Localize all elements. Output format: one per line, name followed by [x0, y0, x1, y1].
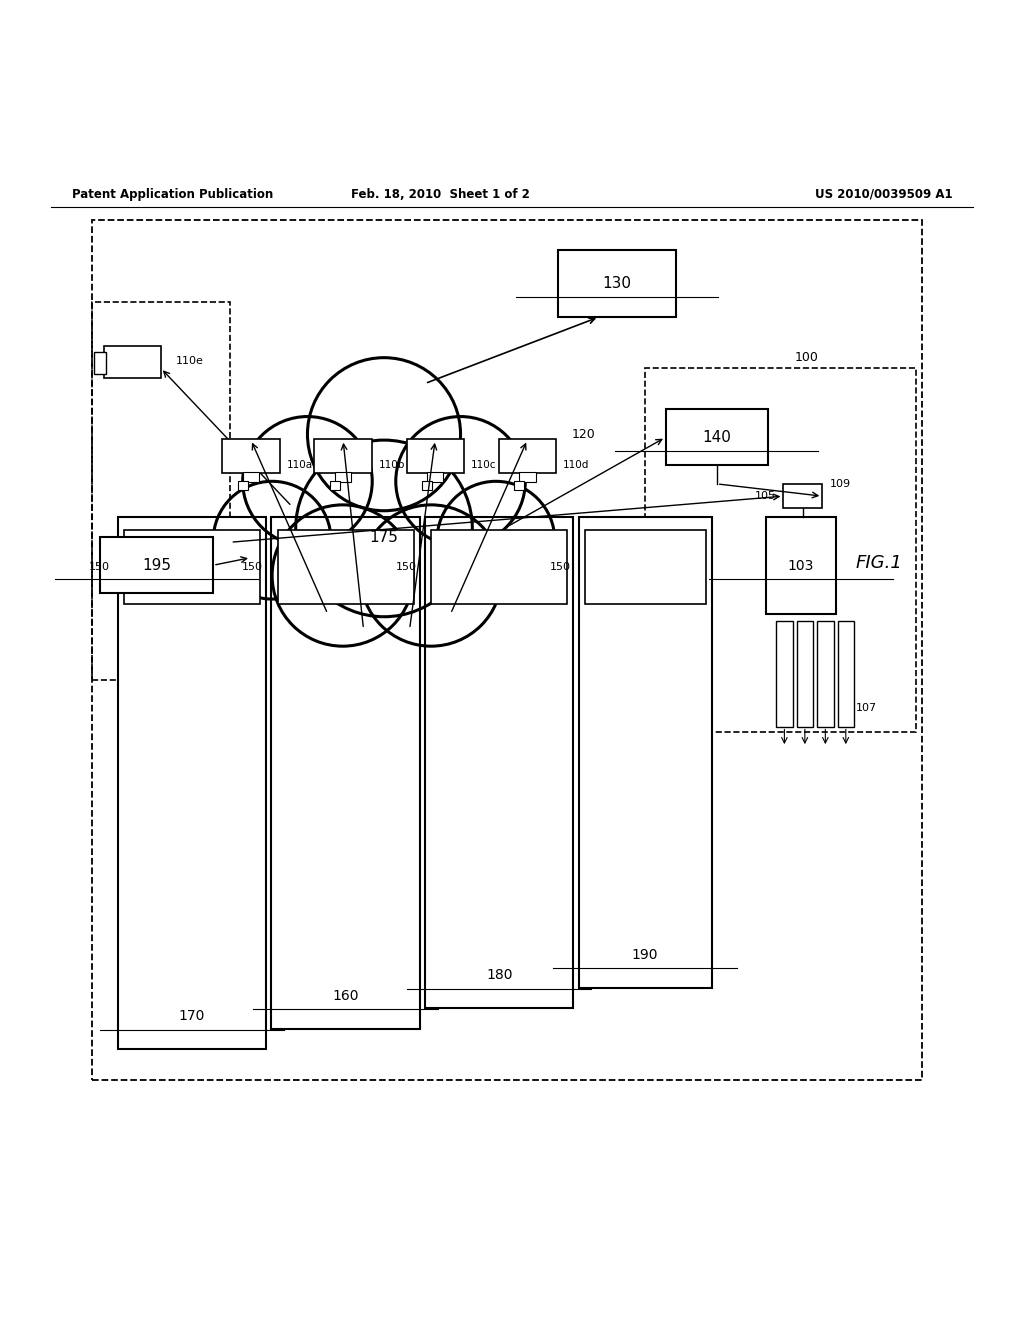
Bar	[431, 529, 567, 603]
Bar	[425, 516, 573, 1008]
Text: 105: 105	[755, 491, 776, 502]
Text: 150: 150	[88, 562, 110, 572]
Bar	[797, 622, 813, 726]
Bar	[519, 471, 536, 482]
Text: 160: 160	[333, 989, 358, 1003]
Circle shape	[243, 417, 373, 546]
Text: Feb. 18, 2010  Sheet 1 of 2: Feb. 18, 2010 Sheet 1 of 2	[351, 187, 529, 201]
Bar	[243, 471, 259, 482]
Bar	[514, 480, 524, 490]
Text: Patent Application Publication: Patent Application Publication	[72, 187, 273, 201]
Text: US 2010/0039509 A1: US 2010/0039509 A1	[815, 187, 952, 201]
Text: 150: 150	[395, 562, 417, 572]
Circle shape	[395, 417, 525, 546]
Text: 110b: 110b	[379, 461, 406, 470]
Circle shape	[360, 504, 502, 647]
Bar	[124, 529, 260, 603]
Bar	[335, 471, 351, 482]
Bar	[330, 480, 340, 490]
Bar	[422, 480, 432, 490]
Text: 180: 180	[486, 969, 512, 982]
Text: 109: 109	[829, 479, 851, 488]
Bar	[666, 409, 768, 466]
Text: 175: 175	[370, 529, 398, 545]
Bar	[783, 484, 822, 508]
Circle shape	[437, 482, 555, 599]
Text: 110c: 110c	[471, 461, 497, 470]
Bar	[100, 537, 213, 594]
Bar	[238, 480, 248, 490]
Bar	[817, 622, 834, 726]
Circle shape	[307, 358, 461, 511]
Bar	[92, 301, 230, 681]
Bar	[776, 622, 793, 726]
Bar	[92, 219, 922, 1080]
Text: 110d: 110d	[563, 461, 590, 470]
Text: 130: 130	[602, 276, 632, 292]
Text: 107: 107	[856, 704, 878, 713]
Circle shape	[296, 440, 472, 616]
Bar	[766, 516, 836, 614]
Bar	[407, 438, 464, 473]
Bar	[222, 438, 280, 473]
Text: FIG.1: FIG.1	[855, 553, 902, 572]
Bar	[314, 438, 372, 473]
Bar	[558, 251, 676, 317]
Text: 195: 195	[142, 558, 171, 573]
Text: 110e: 110e	[176, 356, 204, 366]
Bar	[104, 346, 161, 379]
Circle shape	[213, 482, 331, 599]
Bar	[838, 622, 854, 726]
Bar	[118, 516, 266, 1049]
Circle shape	[272, 504, 414, 647]
Text: 150: 150	[242, 562, 263, 572]
Text: 120: 120	[571, 428, 595, 441]
Bar	[579, 516, 712, 987]
Text: 100: 100	[795, 351, 818, 364]
Text: 170: 170	[179, 1010, 205, 1023]
Text: 150: 150	[549, 562, 570, 572]
Bar	[499, 438, 556, 473]
Text: 190: 190	[632, 948, 658, 962]
Bar	[271, 516, 420, 1028]
Bar	[645, 368, 916, 731]
Text: 140: 140	[702, 430, 731, 445]
Bar	[585, 529, 706, 603]
Bar	[427, 471, 443, 482]
Bar	[94, 351, 106, 375]
Text: 110a: 110a	[287, 461, 313, 470]
Bar	[278, 529, 414, 603]
Text: 103: 103	[787, 558, 814, 573]
